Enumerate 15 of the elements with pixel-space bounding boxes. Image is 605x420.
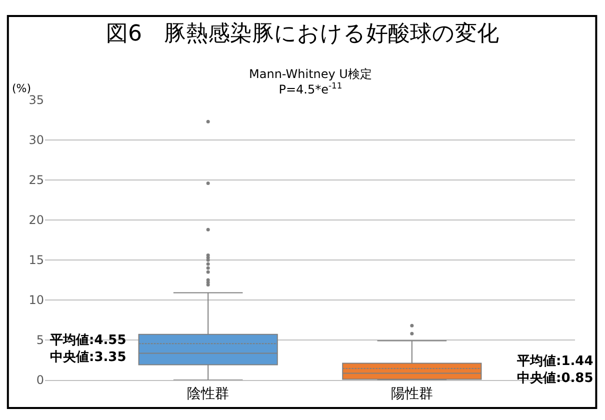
- annotation: 平均値:1.44 中央値:0.85: [516, 354, 594, 386]
- y-tick-label: 0: [36, 373, 44, 388]
- y-axis-title: (%): [12, 82, 32, 95]
- y-tick-label: 20: [28, 213, 44, 228]
- y-tick-label: 15: [28, 253, 44, 268]
- y-tick-label: 10: [28, 293, 44, 308]
- y-tick-label: 30: [28, 133, 44, 148]
- y-tick-label: 5: [36, 333, 44, 348]
- annotation: 平均値:4.55 中央値:3.35: [49, 333, 126, 365]
- y-tick-label: 35: [28, 93, 44, 108]
- chart-subtitle: Mann-Whitney U検定 P=4.5*e$^{-11}$: [249, 67, 372, 97]
- x-tick-label: 陽性群: [390, 386, 433, 402]
- chart-title: 図6 豚熱感染豚における好酸球の変化: [106, 22, 499, 47]
- x-tick-label: 陰性群: [187, 386, 230, 402]
- y-tick-label: 25: [28, 173, 44, 188]
